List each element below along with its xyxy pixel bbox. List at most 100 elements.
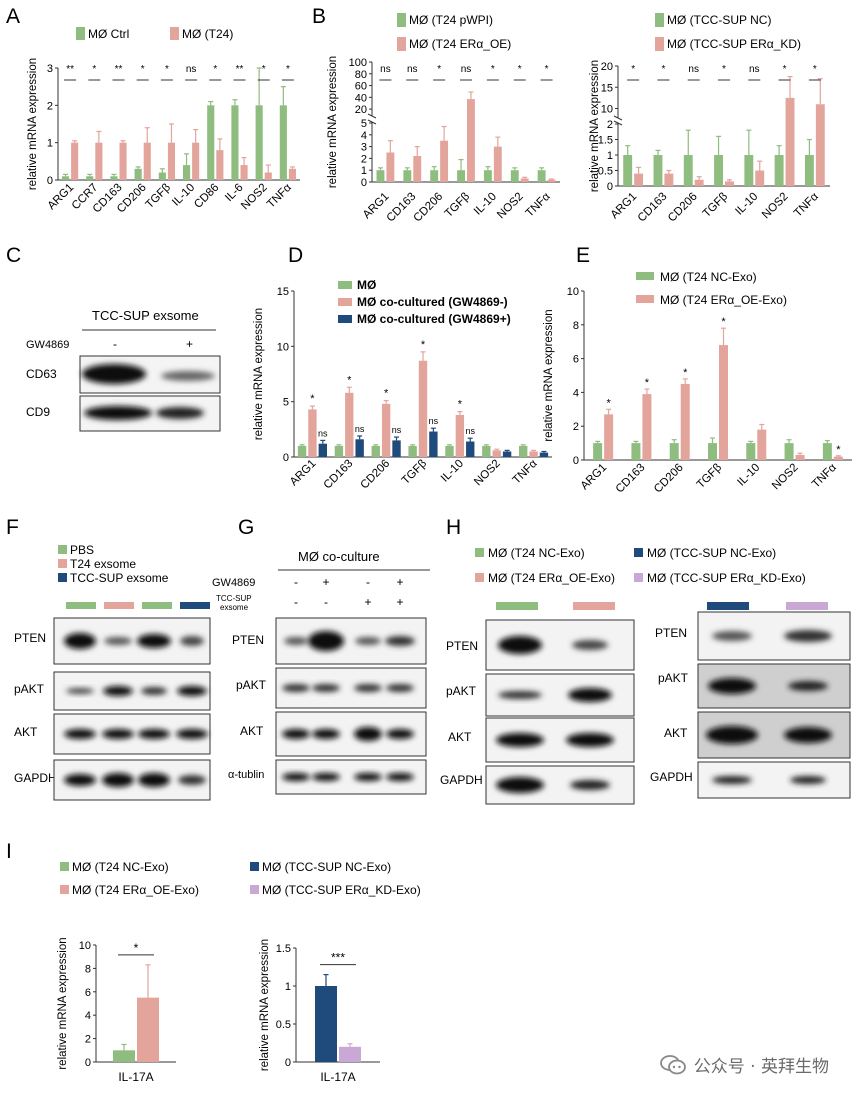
panel-label-A: A: [6, 5, 20, 28]
bar: [774, 155, 784, 186]
y-tick-label: 4: [573, 387, 579, 399]
band: [312, 684, 340, 692]
significance-mark: *: [141, 64, 145, 75]
bar: [757, 429, 767, 460]
y-tick-label: 1: [361, 165, 367, 177]
blot-f-row-pakt: pAKT: [14, 682, 45, 696]
band: [788, 681, 828, 691]
band: [386, 773, 414, 781]
legend-swatch-pink: [475, 573, 484, 582]
legend-i-t24-oe: MØ (T24 ERα_OE-Exo): [72, 883, 199, 897]
blot-h-row-pten-r: PTEN: [655, 626, 687, 640]
significance-mark: *: [165, 64, 169, 75]
bar: [680, 383, 690, 460]
bar: [669, 443, 679, 460]
bar: [264, 172, 272, 180]
bar: [804, 155, 814, 186]
band: [137, 634, 171, 648]
y-tick-label: 2: [47, 100, 53, 112]
significance-mark: *: [813, 64, 817, 75]
bar: [455, 414, 465, 457]
y-tick-label: 10: [277, 341, 289, 353]
significance-mark: *: [661, 64, 665, 75]
treat-sign: -: [324, 595, 328, 609]
bar: [664, 173, 674, 186]
bar: [694, 179, 704, 186]
legend-swatch-green: [338, 281, 352, 289]
x-tick-label: CD206: [652, 462, 686, 496]
significance-mark: **: [115, 64, 123, 75]
wechat-icon: [659, 1054, 686, 1074]
significance-mark: *: [518, 64, 522, 75]
x-tick-label: NOS2: [239, 182, 270, 213]
band: [284, 637, 308, 645]
y-tick-label: 0: [85, 1057, 91, 1069]
band: [790, 776, 826, 784]
x-tick-label: IL-17A: [320, 1070, 355, 1084]
blot-g-row-pten: PTEN: [232, 633, 264, 647]
y-tick-label: 1.5: [276, 943, 291, 955]
x-tick-label: IL-10: [733, 191, 760, 218]
bar: [492, 450, 501, 457]
treat-sign: -: [366, 575, 370, 589]
blot-c-treat-plus: +: [186, 337, 193, 351]
band: [177, 686, 207, 696]
band: [568, 688, 612, 702]
y-tick-label: 6: [85, 987, 91, 999]
bar: [795, 454, 805, 460]
legend-swatch-green: [58, 545, 67, 554]
chart-E: 0 2 4 6 8 10 relative mRNA expression ARG1 * CD16…: [543, 286, 852, 495]
bar: [376, 170, 385, 182]
band: [102, 729, 134, 739]
legend-h-tcc-nc: MØ (TCC-SUP NC-Exo): [647, 546, 776, 560]
band: [104, 637, 132, 645]
legend-b-nc: MØ (TCC-SUP NC): [667, 13, 771, 27]
bar: [413, 156, 422, 182]
band: [156, 407, 204, 419]
bar: [255, 105, 263, 180]
significance-mark: ns: [186, 64, 197, 75]
panel-c-blot: TCC-SUP exsome GW4869 - + CD63 CD9: [26, 308, 221, 432]
x-tick-label: CD206: [666, 191, 700, 225]
bar: [315, 986, 337, 1062]
bar: [482, 445, 491, 457]
blot-h-row-gapdh-r: GAPDH: [650, 770, 693, 784]
legend-e-oe: MØ (T24 ERα_OE-Exo): [660, 293, 787, 307]
significance-mark: *: [721, 316, 726, 328]
lane-marker: [573, 602, 615, 610]
band: [572, 640, 608, 650]
significance-mark: ns: [688, 64, 699, 75]
legend-a-ctrl: MØ Ctrl: [88, 27, 129, 41]
band: [64, 729, 96, 739]
significance-mark: ns: [465, 426, 475, 436]
panel-label-H: H: [446, 516, 461, 539]
legend-swatch-pink: [58, 559, 67, 568]
significance-mark: *: [683, 367, 688, 379]
legend-swatch-navy: [634, 548, 643, 557]
significance-mark: *: [213, 64, 217, 75]
bar: [231, 105, 239, 180]
bar: [467, 99, 475, 182]
bar: [440, 140, 449, 182]
band: [566, 733, 614, 747]
bar: [418, 360, 428, 457]
bar: [539, 452, 549, 457]
bar: [483, 170, 492, 182]
y-tick-label: 10: [567, 286, 579, 298]
y-tick-label: 4: [361, 130, 367, 142]
band: [386, 729, 414, 739]
significance-mark: **: [236, 64, 244, 75]
bar: [833, 456, 843, 460]
band: [706, 726, 758, 744]
lane-marker: [104, 602, 134, 609]
axis-break: [613, 120, 623, 126]
band: [141, 687, 167, 695]
band: [138, 773, 170, 787]
axis-break: [367, 113, 377, 119]
x-tick-label: TGFβ: [701, 190, 731, 220]
legend-swatch-green: [636, 272, 654, 280]
bar: [714, 155, 723, 186]
legend-e-nc: MØ (T24 NC-Exo): [660, 270, 757, 284]
legend-d-gw-plus: MØ co-cultured (GW4869+): [357, 312, 511, 326]
